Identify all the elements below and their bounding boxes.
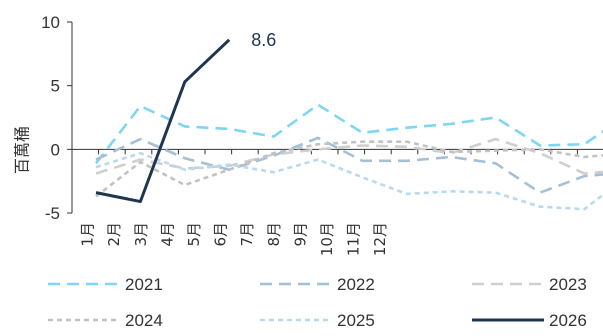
axes: 10 5 0 -5 1月 2月 3月 4月 5月 6月 7月 8月 9月 10月 11月 12月 百萬桶	[13, 13, 603, 256]
y-axis-title: 百萬桶	[13, 126, 32, 174]
x-tick-label: 9月	[291, 222, 309, 247]
x-tick-label: 8月	[265, 222, 283, 247]
x-tick-label: 7月	[238, 222, 256, 247]
legend-label-2025: 2025	[337, 311, 375, 330]
x-tick-label: 10月	[318, 222, 336, 256]
y-tick-label: 5	[51, 77, 60, 96]
data-label-annotation: 8.6	[251, 30, 276, 50]
series-layer	[94, 38, 603, 211]
legend-label-2024: 2024	[125, 311, 163, 330]
legend-label-2021: 2021	[125, 275, 163, 294]
series-line-2023	[95, 137, 603, 175]
series-line-2022	[95, 136, 603, 194]
y-tick-label: 0	[51, 140, 60, 159]
x-tick-label: 2月	[105, 222, 123, 247]
legend-label-2023: 2023	[549, 275, 587, 294]
x-tick-label: 5月	[185, 222, 203, 247]
x-tick-label: 6月	[212, 222, 230, 247]
x-tick-label: 1月	[79, 222, 97, 247]
legend-label-2022: 2022	[337, 275, 375, 294]
legend-label-2026: 2026	[549, 311, 587, 330]
legend: 2021 2022 2023 2024 2025 2026	[48, 275, 587, 330]
annotation-layer: 8.6	[251, 30, 276, 50]
y-tick-label: 10	[41, 13, 60, 32]
series-line-2024	[95, 140, 603, 198]
series-line-2026	[95, 38, 231, 204]
y-tick-label: -5	[45, 204, 60, 223]
x-tick-label: 3月	[132, 222, 150, 247]
series-line-2021	[94, 103, 603, 165]
x-tick-label: 4月	[158, 222, 176, 247]
x-tick-label: 12月	[371, 222, 389, 256]
series-line-2025	[95, 151, 603, 211]
x-tick-label: 11月	[345, 222, 363, 256]
